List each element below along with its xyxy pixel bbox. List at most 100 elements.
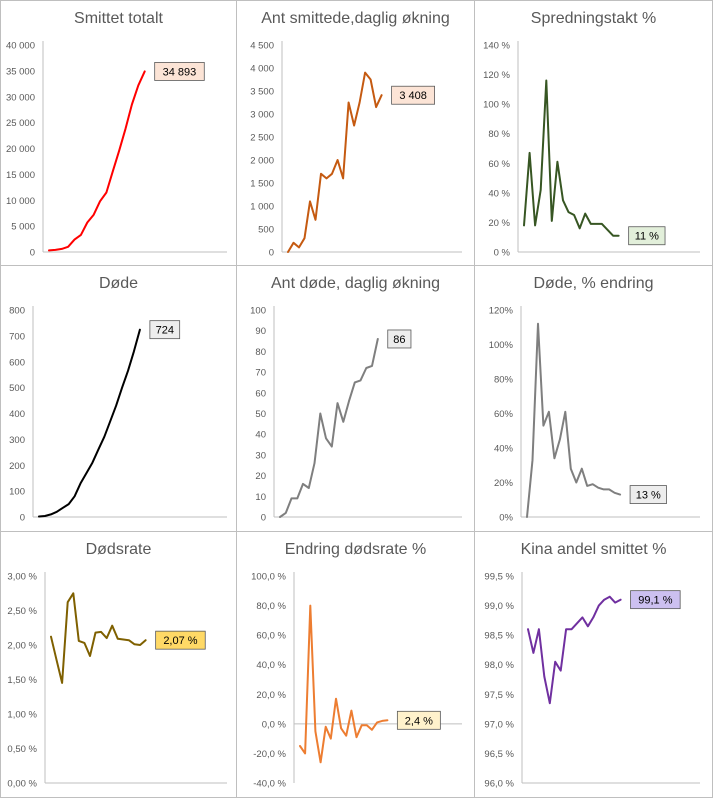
y-tick-label: 20,0 % [256, 690, 286, 701]
chart-title: Ant døde, daglig økning [271, 275, 440, 292]
line-chart: 0 10 20 30 40 50 60 70 80 90 100 86 [250, 306, 462, 524]
y-tick-label: 99,5 % [484, 572, 514, 583]
y-tick-label: 3,00 % [7, 572, 37, 583]
y-tick-label: 80,0 % [256, 601, 286, 612]
y-tick-label: 99,0 % [484, 601, 514, 612]
series-line [526, 322, 622, 518]
series-line [523, 79, 620, 237]
end-value-label: 34 893 [163, 66, 197, 78]
end-value-label-box [155, 630, 206, 650]
chart-panel: Endring dødsrate % -40,0 % -20,0 % 0,0 % 20,… [237, 532, 475, 798]
series-line [38, 328, 141, 518]
y-tick-label: 35 000 [6, 66, 35, 77]
end-value-label: 724 [156, 325, 174, 337]
y-tick-label: 98,5 % [484, 631, 514, 642]
end-value-label: 11 % [635, 231, 659, 243]
y-tick-label: 700 [9, 331, 25, 342]
chart-title: Dødsrate [85, 541, 152, 558]
series-line [279, 338, 379, 518]
y-tick-label: 300 [9, 435, 25, 446]
end-value-label: 99,1 % [638, 595, 672, 607]
y-tick-label: 600 [9, 357, 25, 368]
chart-title: Endring dødsrate % [284, 541, 427, 558]
series-line [48, 70, 146, 252]
y-tick-label: 80 % [488, 129, 510, 140]
y-tick-label: 97,0 % [484, 719, 514, 730]
y-tick-label: 0 [30, 248, 35, 259]
y-tick-label: 2,00 % [7, 641, 37, 652]
chart-panel: Spredningstakt % 0 % 20 % 40 % 60 % 80 % 100 %… [475, 0, 713, 266]
y-tick-label: 60 % [488, 159, 510, 170]
end-value-label-box [628, 226, 666, 246]
y-tick-label: 2 500 [250, 133, 274, 144]
y-tick-label: 60% [494, 409, 514, 420]
y-tick-label: 3 500 [250, 87, 274, 98]
line-chart: 0 100 200 300 400 500 600 700 800 724 [9, 306, 227, 524]
y-tick-label: 40 % [488, 188, 510, 199]
y-tick-label: 80 [255, 347, 266, 358]
y-tick-label: 2 000 [250, 156, 274, 167]
line-chart: 0 5 000 10 000 15 000 20 000 25 000 30 000 35 0… [6, 41, 227, 259]
chart-panel: Smittet totalt 0 5 000 10 000 15 000 20 000 25… [0, 0, 237, 266]
y-tick-label: 0 [261, 513, 266, 524]
y-tick-label: 0,50 % [7, 744, 37, 755]
y-tick-label: -40,0 % [253, 779, 286, 790]
y-tick-label: 0,0 % [262, 719, 287, 730]
end-value-label-box [391, 85, 436, 105]
end-value-label: 3 408 [399, 90, 427, 102]
y-tick-label: 0% [499, 513, 513, 524]
y-tick-label: 96,5 % [484, 749, 514, 760]
chart-title: Kina andel smittet % [520, 541, 667, 558]
y-tick-label: 30 000 [6, 92, 35, 103]
chart-panel: Kina andel smittet % 96,0 % 96,5 % 97,0 % 97… [475, 532, 713, 798]
y-tick-label: 40 [255, 430, 266, 441]
end-value-label: 86 [393, 334, 405, 346]
y-tick-label: 60 [255, 388, 266, 399]
series-line [299, 604, 389, 764]
y-tick-label: 25 000 [6, 118, 35, 129]
y-tick-label: 400 [9, 409, 25, 420]
y-tick-label: 0 % [494, 248, 511, 259]
y-tick-label: 50 [255, 409, 266, 420]
y-tick-label: 98,0 % [484, 660, 514, 671]
y-tick-label: 20% [494, 478, 514, 489]
y-tick-label: 30 [255, 450, 266, 461]
chart-panel: Ant smittede,daglig økning 0 500 1 000 1 500… [237, 0, 475, 266]
y-tick-label: 80% [494, 375, 514, 386]
y-tick-label: 140 % [483, 41, 510, 52]
y-tick-label: 1 500 [250, 179, 274, 190]
y-tick-label: 1 000 [250, 202, 274, 213]
chart-title: Døde [98, 275, 139, 292]
end-value-label-box [149, 320, 181, 340]
y-tick-label: 40 000 [6, 41, 35, 52]
end-value-label: 13 % [636, 490, 661, 502]
y-tick-label: 40% [494, 444, 514, 455]
y-tick-label: 4 000 [250, 64, 274, 75]
y-tick-label: 90 [255, 326, 266, 337]
line-chart: -40,0 % -20,0 % 0,0 % 20,0 % 40,0 % 60,0 % 80,… [251, 572, 462, 790]
y-tick-label: 100 % [483, 100, 510, 111]
end-value-label-box [154, 62, 205, 81]
y-tick-label: 10 [255, 492, 266, 503]
y-tick-label: 120 % [483, 70, 510, 81]
y-tick-label: 800 [9, 306, 25, 317]
chart-title: Ant smittede,daglig økning [261, 10, 450, 27]
line-chart: 0% 20% 40% 60% 80% 100% 120% 13 % [489, 306, 700, 524]
chart-panel: Ant døde, daglig økning 0 10 20 30 40 50 60 70 80… [237, 266, 475, 532]
y-tick-label: 100,0 % [251, 572, 286, 583]
line-chart: 96,0 % 96,5 % 97,0 % 97,5 % 98,0 % 98,5 % 99,0… [484, 572, 700, 790]
line-chart: 0,00 % 0,50 % 1,00 % 1,50 % 2,00 % 2,50 % 3,00… [7, 572, 227, 790]
end-value-label-box [629, 485, 667, 504]
end-value-label-box [396, 710, 441, 730]
chart-title: Smittet totalt [74, 10, 163, 27]
y-tick-label: 2,50 % [7, 606, 37, 617]
y-tick-label: 40,0 % [256, 660, 286, 671]
line-chart: 0 500 1 000 1 500 2 000 2 500 3 000 3 500 4 000 4… [250, 41, 462, 259]
y-tick-label: 100 [9, 487, 25, 498]
series-line [50, 592, 147, 684]
y-tick-label: 20 [255, 471, 266, 482]
series-line [287, 71, 383, 253]
y-tick-label: -20,0 % [253, 749, 286, 760]
y-tick-label: 1,50 % [7, 675, 37, 686]
